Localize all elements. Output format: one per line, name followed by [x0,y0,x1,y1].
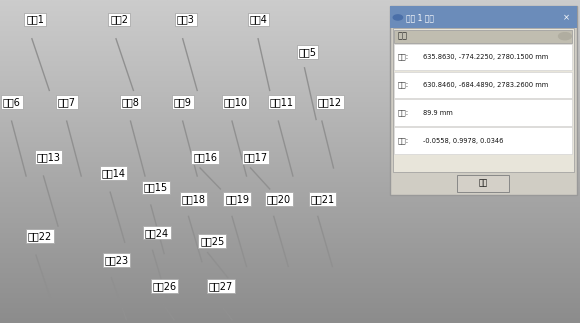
FancyBboxPatch shape [394,127,572,154]
Circle shape [559,33,571,40]
Text: 直线3: 直线3 [177,15,195,25]
Text: 直线15: 直线15 [144,182,168,193]
FancyBboxPatch shape [390,6,577,28]
Text: 直线25: 直线25 [200,236,224,246]
Text: 参数: 参数 [398,32,408,41]
Text: 直线10: 直线10 [223,97,247,107]
Text: 直线24: 直线24 [145,228,169,238]
Text: -0.0558, 0.9978, 0.0346: -0.0558, 0.9978, 0.0346 [423,138,504,143]
Text: 直线16: 直线16 [193,152,217,162]
Text: 直线20: 直线20 [267,194,291,204]
Text: 直线23: 直线23 [104,255,129,265]
Text: 起点:: 起点: [397,54,408,60]
Text: 89.9 mm: 89.9 mm [423,110,453,116]
Text: 直线17: 直线17 [244,152,268,162]
Text: 长度:: 长度: [397,109,408,116]
Text: 直线13: 直线13 [37,152,60,162]
FancyBboxPatch shape [390,6,577,195]
Text: ×: × [563,13,570,22]
Text: 方向:: 方向: [397,137,408,144]
Circle shape [393,15,403,20]
Text: 确定: 确定 [478,179,488,188]
Text: 直线8: 直线8 [122,97,140,107]
Text: 直线27: 直线27 [209,281,233,291]
Text: 直线1: 直线1 [26,15,44,25]
Text: 直线22: 直线22 [28,231,52,241]
Text: 直线6: 直线6 [3,97,21,107]
Text: 直线9: 直线9 [174,97,192,107]
Text: 630.8460, -684.4890, 2783.2600 mm: 630.8460, -684.4890, 2783.2600 mm [423,82,549,88]
Text: 直线18: 直线18 [182,194,205,204]
Text: 直线19: 直线19 [225,194,249,204]
Text: 终点:: 终点: [397,82,408,88]
Text: 直线5: 直线5 [299,47,317,57]
Text: 直线12: 直线12 [318,97,342,107]
FancyBboxPatch shape [394,30,572,43]
Text: 直线4: 直线4 [249,15,267,25]
Text: 直线 1 属性: 直线 1 属性 [406,13,434,22]
FancyBboxPatch shape [457,175,509,192]
Text: 635.8630, -774.2250, 2780.1500 mm: 635.8630, -774.2250, 2780.1500 mm [423,54,549,60]
Text: 直线21: 直线21 [310,194,335,204]
FancyBboxPatch shape [394,44,572,70]
FancyBboxPatch shape [394,99,572,126]
Text: 直线11: 直线11 [270,97,293,107]
Text: 直线14: 直线14 [102,168,125,178]
Text: 直线7: 直线7 [58,97,76,107]
FancyBboxPatch shape [394,72,572,98]
FancyBboxPatch shape [393,28,574,172]
Text: 直线2: 直线2 [110,15,128,25]
Text: 直线26: 直线26 [153,281,177,291]
